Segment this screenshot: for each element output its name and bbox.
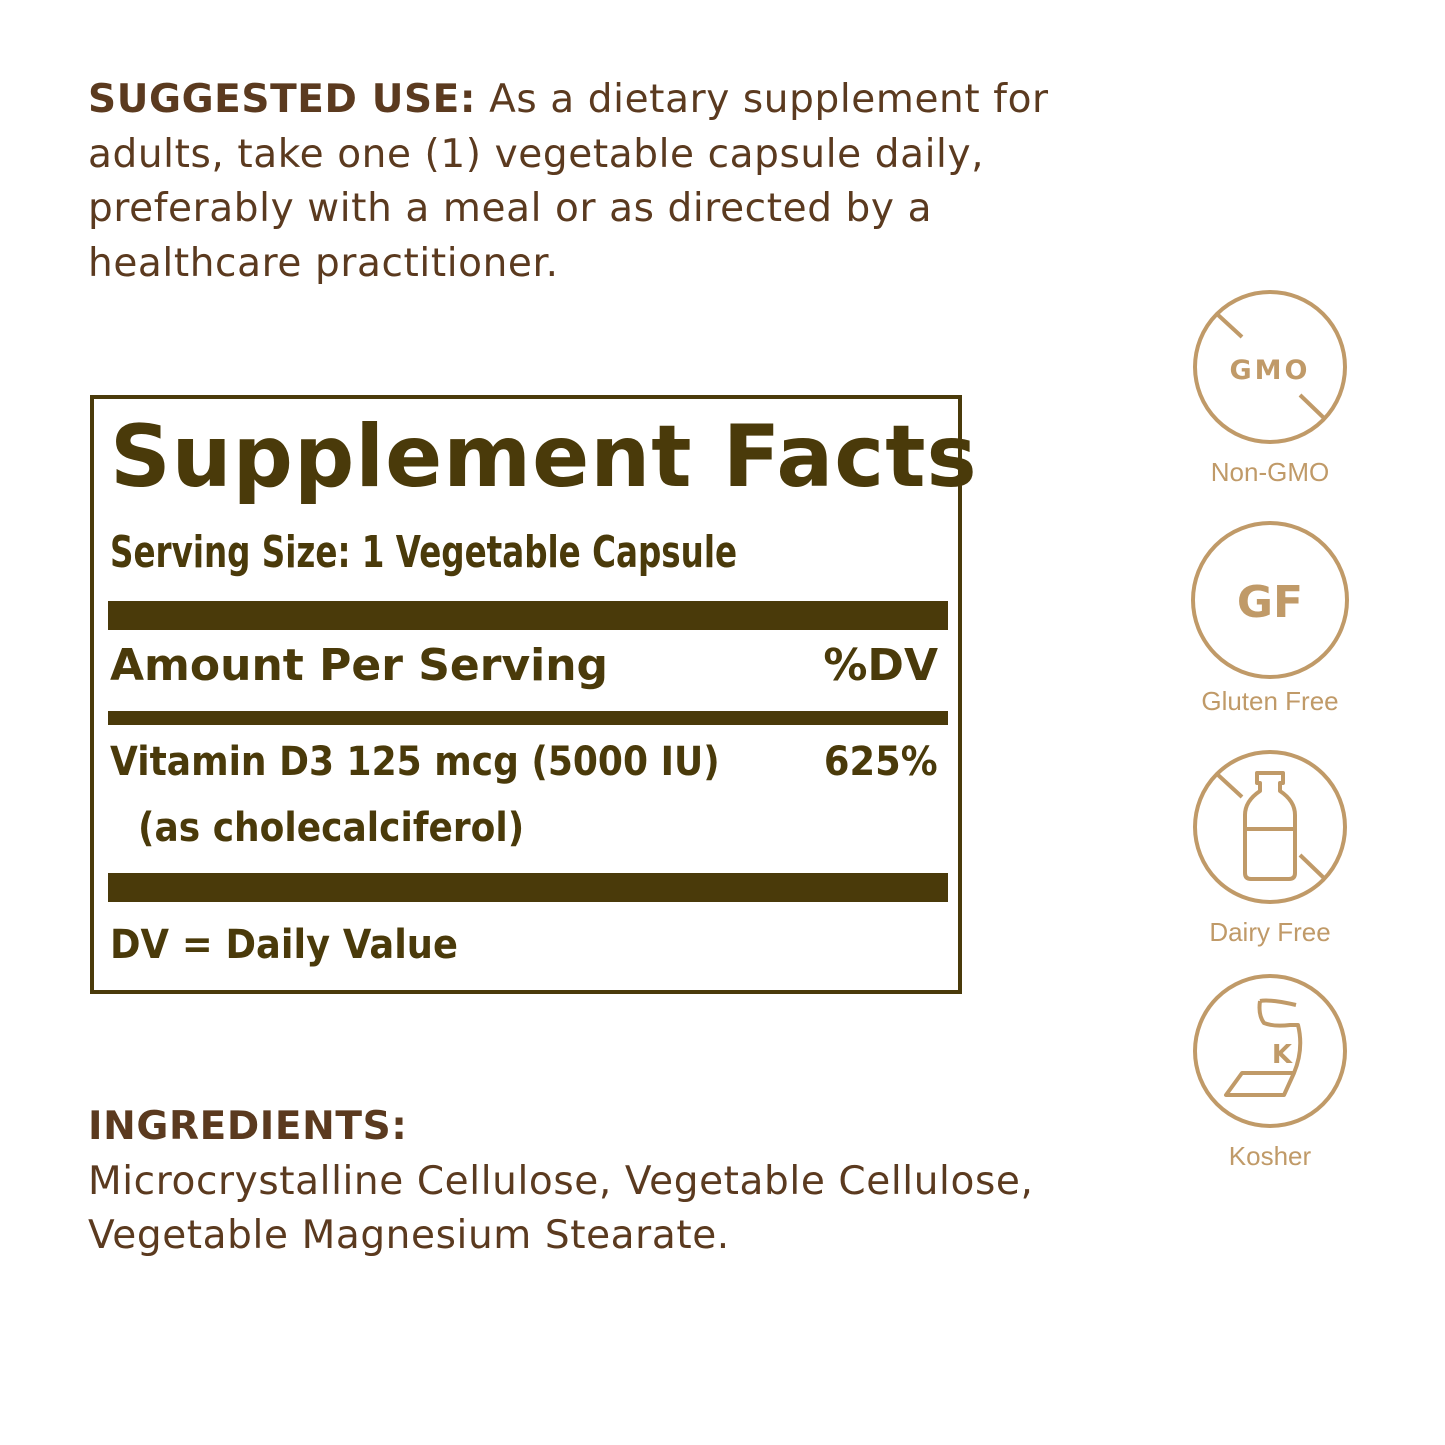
badge-label: Gluten Free <box>1201 686 1339 716</box>
dairy-free-icon <box>1193 750 1347 904</box>
supplement-facts-panel: Supplement Facts Serving Size: 1 Vegetab… <box>90 395 977 994</box>
badge-gluten-free: GF Gluten Free <box>1180 520 1360 717</box>
badge-label: Dairy Free <box>1209 917 1331 947</box>
ingredients-text: Microcrystalline Cellulose, Vegetable Ce… <box>88 1158 1034 1259</box>
dv-footnote: DV = Daily Value <box>110 922 458 968</box>
nutrient-name: Vitamin D3 125 mcg (5000 IU) <box>110 739 720 785</box>
suggested-use: SUGGESTED USE: As a dietary supplement f… <box>88 73 1128 291</box>
divider-medium <box>108 711 948 725</box>
supplement-facts-title: Supplement Facts <box>110 407 978 507</box>
gluten-free-icon: GF <box>1191 521 1349 679</box>
svg-text:K: K <box>1272 1040 1293 1070</box>
ingredients-heading: INGREDIENTS: <box>88 1104 408 1149</box>
suggested-use-heading: SUGGESTED USE: <box>88 77 477 122</box>
nutrient-dv: 625% <box>824 739 938 785</box>
ingredients: INGREDIENTS: Microcrystalline Cellulose, … <box>88 1100 1048 1264</box>
amount-per-serving-header: Amount Per Serving <box>110 640 609 691</box>
badge-label: Kosher <box>1228 1141 1312 1171</box>
badge-kosher: K Kosher <box>1180 973 1360 1172</box>
svg-text:GF: GF <box>1237 577 1303 628</box>
nutrient-source: (as cholecalciferol) <box>138 805 525 851</box>
no-gmo-icon: GMO <box>1193 290 1347 444</box>
kosher-icon: K <box>1193 974 1347 1128</box>
badge-non-gmo: GMO Non-GMO <box>1180 289 1360 488</box>
badge-label: Non-GMO <box>1210 457 1330 487</box>
divider-thick <box>108 873 948 902</box>
serving-size: Serving Size: 1 Vegetable Capsule <box>110 527 738 578</box>
divider-thick <box>108 601 948 630</box>
badge-dairy-free: Dairy Free <box>1180 749 1360 948</box>
svg-text:GMO: GMO <box>1230 355 1311 386</box>
suggested-use-text: As a dietary supplement for adults, take… <box>88 77 1049 286</box>
dv-header: %DV <box>823 640 938 691</box>
